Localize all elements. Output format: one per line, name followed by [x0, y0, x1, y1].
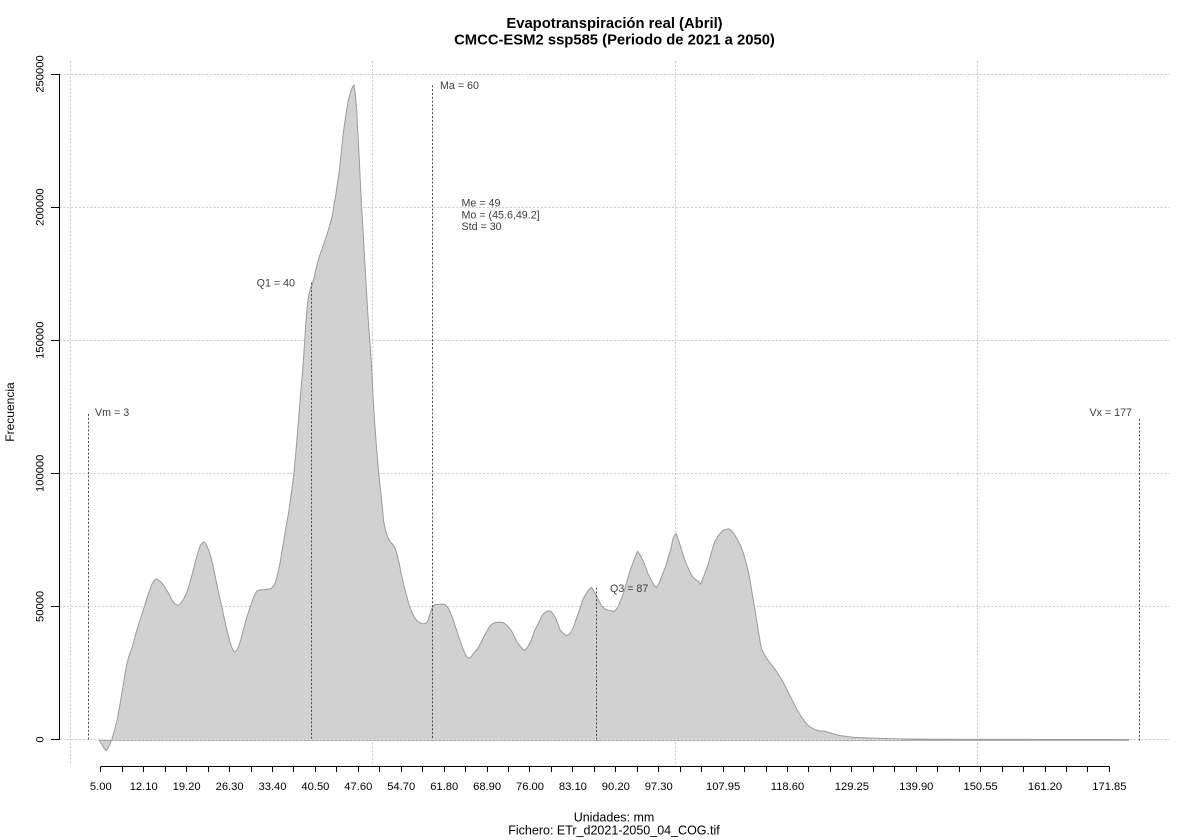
- svg-text:Frecuencia: Frecuencia: [3, 382, 17, 442]
- svg-text:Unidades: mm: Unidades: mm: [574, 811, 655, 825]
- svg-text:26.30: 26.30: [216, 781, 244, 793]
- svg-text:Q1 = 40: Q1 = 40: [257, 278, 295, 290]
- svg-text:68.90: 68.90: [473, 781, 501, 793]
- svg-text:97.30: 97.30: [645, 781, 673, 793]
- svg-text:83.10: 83.10: [559, 781, 587, 793]
- svg-text:Vm = 3: Vm = 3: [95, 407, 129, 419]
- svg-text:Std = 30: Std = 30: [462, 221, 502, 233]
- svg-text:47.60: 47.60: [344, 781, 372, 793]
- svg-text:5.00: 5.00: [90, 781, 112, 793]
- svg-text:200000: 200000: [35, 188, 47, 225]
- svg-text:CMCC-ESM2 ssp585 (Periodo de 2: CMCC-ESM2 ssp585 (Periodo de 2021 a 2050…: [454, 33, 775, 49]
- svg-text:Q3 = 87: Q3 = 87: [610, 583, 648, 595]
- svg-text:250000: 250000: [35, 55, 47, 92]
- svg-text:Vx = 177: Vx = 177: [1090, 407, 1133, 419]
- svg-text:54.70: 54.70: [387, 781, 415, 793]
- svg-text:19.20: 19.20: [173, 781, 201, 793]
- svg-text:Ma = 60: Ma = 60: [440, 80, 479, 92]
- svg-text:90.20: 90.20: [602, 781, 630, 793]
- svg-text:150000: 150000: [35, 322, 47, 359]
- svg-text:33.40: 33.40: [259, 781, 287, 793]
- svg-text:0: 0: [35, 736, 47, 742]
- svg-text:61.80: 61.80: [430, 781, 458, 793]
- svg-text:Mo = (45.6,49.2]: Mo = (45.6,49.2]: [462, 209, 540, 221]
- svg-text:171.85: 171.85: [1092, 781, 1126, 793]
- svg-text:139.90: 139.90: [899, 781, 933, 793]
- svg-text:161.20: 161.20: [1028, 781, 1062, 793]
- svg-text:40.50: 40.50: [301, 781, 329, 793]
- svg-text:Fichero: ETr_d2021-2050_04_COG: Fichero: ETr_d2021-2050_04_COG.tif: [508, 823, 720, 837]
- svg-text:118.60: 118.60: [771, 781, 804, 793]
- svg-text:100000: 100000: [35, 455, 47, 492]
- svg-text:12.10: 12.10: [130, 781, 158, 793]
- svg-text:129.25: 129.25: [835, 781, 869, 793]
- svg-text:107.95: 107.95: [706, 781, 740, 793]
- svg-text:76.00: 76.00: [516, 781, 544, 793]
- svg-text:150.55: 150.55: [963, 781, 997, 793]
- svg-text:Me = 49: Me = 49: [462, 198, 501, 210]
- svg-text:50000: 50000: [35, 591, 47, 622]
- svg-text:Evapotranspiración real (Abril: Evapotranspiración real (Abril): [506, 16, 722, 32]
